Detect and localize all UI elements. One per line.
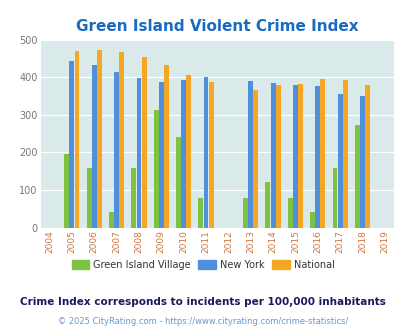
Bar	[342, 80, 347, 228]
Bar	[153, 110, 158, 228]
Bar	[97, 50, 102, 228]
Bar	[320, 79, 325, 228]
Bar	[354, 125, 359, 228]
Bar	[92, 65, 96, 228]
Bar	[337, 94, 342, 228]
Bar	[158, 82, 163, 228]
Bar	[287, 198, 292, 228]
Text: © 2025 CityRating.com - https://www.cityrating.com/crime-statistics/: © 2025 CityRating.com - https://www.city…	[58, 317, 347, 326]
Bar	[69, 61, 74, 228]
Text: Crime Index corresponds to incidents per 100,000 inhabitants: Crime Index corresponds to incidents per…	[20, 297, 385, 307]
Bar	[176, 137, 181, 228]
Bar	[203, 77, 208, 228]
Bar	[275, 85, 280, 228]
Bar	[265, 182, 270, 228]
Bar	[359, 96, 364, 228]
Bar	[292, 85, 297, 228]
Bar	[332, 168, 337, 228]
Bar	[315, 86, 320, 228]
Bar	[119, 52, 124, 228]
Bar	[131, 168, 136, 228]
Bar	[243, 198, 247, 228]
Bar	[364, 85, 369, 228]
Bar	[198, 198, 203, 228]
Bar	[164, 65, 168, 228]
Bar	[109, 212, 114, 228]
Bar	[136, 78, 141, 228]
Bar	[64, 153, 69, 228]
Bar	[208, 82, 213, 228]
Bar	[253, 90, 258, 228]
Bar	[309, 212, 314, 228]
Bar	[75, 51, 79, 228]
Title: Green Island Violent Crime Index: Green Island Violent Crime Index	[76, 19, 358, 34]
Bar	[114, 72, 119, 228]
Bar	[86, 168, 92, 228]
Bar	[270, 83, 275, 228]
Bar	[297, 83, 302, 228]
Legend: Green Island Village, New York, National: Green Island Village, New York, National	[68, 256, 337, 274]
Bar	[181, 80, 185, 228]
Bar	[186, 75, 191, 228]
Bar	[141, 56, 146, 228]
Bar	[248, 81, 253, 228]
